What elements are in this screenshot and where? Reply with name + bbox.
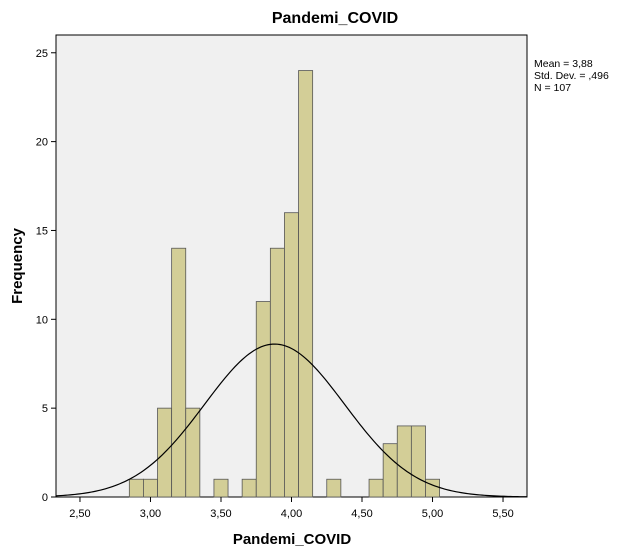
stats-std-dev: Std. Dev. = ,496 bbox=[534, 70, 609, 82]
x-tick-label: 5,50 bbox=[492, 508, 513, 520]
histogram-bar bbox=[171, 247, 187, 498]
histogram-bar bbox=[255, 301, 271, 498]
y-tick-label: 25 bbox=[36, 48, 48, 60]
stats-n: N = 107 bbox=[534, 82, 571, 94]
y-tick-label: 5 bbox=[42, 403, 48, 415]
histogram-bar bbox=[128, 478, 144, 498]
x-tick-label: 3,00 bbox=[140, 508, 161, 520]
chart-title: Pandemi_COVID bbox=[272, 10, 398, 27]
histogram-bar bbox=[269, 247, 285, 498]
stats-mean: Mean = 3,88 bbox=[534, 58, 593, 70]
histogram-bar bbox=[396, 425, 412, 498]
y-tick-label: 15 bbox=[36, 225, 48, 237]
x-axis-label: Pandemi_COVID bbox=[233, 531, 352, 548]
x-tick-label: 2,50 bbox=[69, 508, 90, 520]
histogram-bar bbox=[213, 478, 229, 498]
x-tick-label: 4,50 bbox=[351, 508, 372, 520]
y-axis-label: Frequency bbox=[9, 227, 26, 304]
y-tick-label: 10 bbox=[36, 314, 48, 326]
y-tick-label: 20 bbox=[36, 137, 48, 149]
y-tick-label: 0 bbox=[42, 492, 48, 504]
histogram-bar bbox=[326, 478, 342, 498]
histogram-bar bbox=[298, 70, 314, 498]
x-tick-label: 4,00 bbox=[281, 508, 302, 520]
x-tick-label: 5,00 bbox=[422, 508, 443, 520]
histogram-bar bbox=[284, 212, 299, 498]
histogram-bar bbox=[241, 478, 257, 498]
x-axis-ticks: 2,50 3,00 3,50 4,00 4,50 5,00 5,50 bbox=[69, 497, 514, 520]
x-tick-label: 3,50 bbox=[210, 508, 231, 520]
histogram-bars bbox=[128, 70, 440, 498]
histogram-bar bbox=[410, 425, 426, 498]
histogram-bar bbox=[382, 443, 398, 498]
stats-box: Mean = 3,88 Std. Dev. = ,496 N = 107 bbox=[534, 58, 609, 94]
histogram-bar bbox=[368, 478, 384, 498]
histogram-bar bbox=[185, 407, 201, 498]
histogram-bar bbox=[425, 478, 440, 498]
y-axis-ticks: 0 5 10 15 20 25 bbox=[36, 48, 56, 504]
histogram-bar bbox=[143, 478, 158, 498]
normal-distribution-curve bbox=[55, 343, 528, 498]
